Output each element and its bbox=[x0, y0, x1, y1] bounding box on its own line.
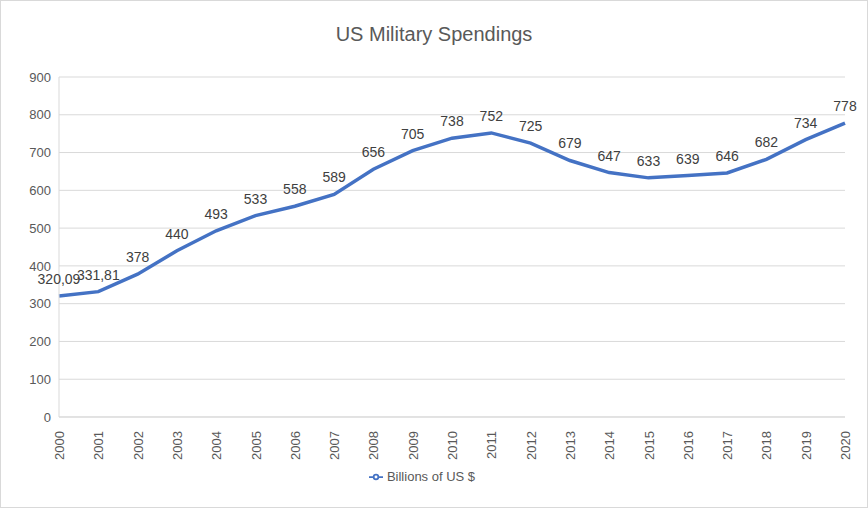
svg-text:2004: 2004 bbox=[209, 431, 224, 460]
svg-text:500: 500 bbox=[29, 221, 51, 236]
svg-text:705: 705 bbox=[401, 126, 425, 142]
svg-text:738: 738 bbox=[440, 113, 464, 129]
svg-text:2009: 2009 bbox=[406, 431, 421, 460]
svg-text:778: 778 bbox=[833, 98, 857, 114]
svg-text:400: 400 bbox=[29, 258, 51, 274]
html-text:US Military Spendings: US Military Spendings bbox=[335, 23, 533, 45]
svg-text:725: 725 bbox=[519, 118, 543, 134]
svg-text:2017: 2017 bbox=[720, 431, 735, 460]
svg-text:2008: 2008 bbox=[366, 431, 381, 460]
svg-text:700: 700 bbox=[29, 145, 51, 160]
svg-text:2013: 2013 bbox=[563, 431, 578, 460]
svg-text:639: 639 bbox=[676, 151, 700, 167]
svg-text:2019: 2019 bbox=[799, 431, 814, 460]
svg-text:440: 440 bbox=[165, 226, 189, 242]
svg-text:2015: 2015 bbox=[642, 431, 657, 460]
svg-text:2005: 2005 bbox=[249, 431, 264, 460]
svg-text:2011: 2011 bbox=[484, 431, 499, 459]
svg-text:646: 646 bbox=[715, 148, 739, 164]
svg-text:2020: 2020 bbox=[838, 431, 853, 460]
svg-text:2012: 2012 bbox=[524, 431, 539, 460]
svg-text:2001: 2001 bbox=[91, 431, 106, 460]
svg-text:734: 734 bbox=[794, 115, 818, 131]
html-text:Billions of US $: Billions of US $ bbox=[386, 469, 476, 484]
svg-text:100: 100 bbox=[29, 372, 51, 387]
svg-text:2003: 2003 bbox=[170, 431, 185, 460]
svg-text:200: 200 bbox=[29, 334, 51, 349]
svg-text:2006: 2006 bbox=[288, 431, 303, 460]
svg-text:558: 558 bbox=[283, 181, 307, 197]
svg-text:2016: 2016 bbox=[681, 431, 696, 460]
svg-text:800: 800 bbox=[29, 107, 51, 122]
svg-text:647: 647 bbox=[598, 148, 622, 164]
svg-text:2018: 2018 bbox=[759, 431, 774, 460]
svg-text:2000: 2000 bbox=[52, 431, 67, 460]
svg-text:656: 656 bbox=[362, 144, 386, 160]
svg-text:300: 300 bbox=[29, 296, 51, 311]
svg-text:2014: 2014 bbox=[602, 431, 617, 460]
svg-text:2010: 2010 bbox=[445, 431, 460, 460]
svg-text:378: 378 bbox=[126, 249, 150, 265]
svg-text:589: 589 bbox=[322, 169, 346, 185]
svg-text:2002: 2002 bbox=[131, 431, 146, 460]
svg-text:900: 900 bbox=[29, 70, 51, 85]
svg-text:682: 682 bbox=[755, 134, 779, 150]
svg-text:633: 633 bbox=[637, 153, 661, 169]
svg-text:320,09: 320,09 bbox=[38, 271, 81, 287]
svg-text:0: 0 bbox=[44, 410, 51, 425]
svg-text:331,81: 331,81 bbox=[77, 267, 120, 283]
svg-text:493: 493 bbox=[205, 206, 229, 222]
svg-text:2007: 2007 bbox=[327, 431, 342, 460]
svg-text:600: 600 bbox=[29, 183, 51, 198]
svg-text:752: 752 bbox=[480, 108, 504, 124]
svg-text:679: 679 bbox=[558, 135, 582, 151]
svg-text:533: 533 bbox=[244, 191, 268, 207]
